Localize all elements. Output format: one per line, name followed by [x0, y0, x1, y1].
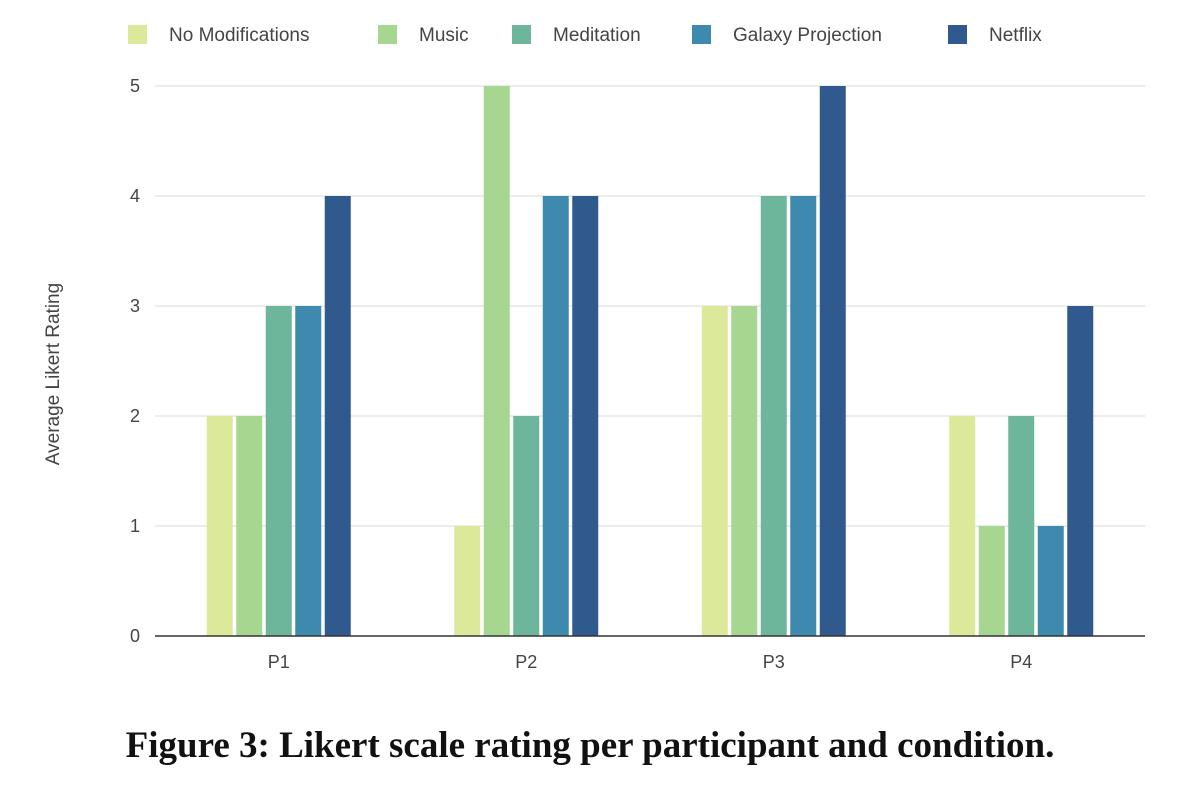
bar: [513, 416, 540, 636]
bar: [790, 196, 817, 636]
bar: [1008, 416, 1035, 636]
legend-swatch: [512, 25, 531, 44]
y-tick-label: 5: [130, 76, 140, 96]
legend-swatch: [948, 25, 967, 44]
legend-label: Netflix: [989, 25, 1042, 46]
legend-label: Meditation: [553, 25, 641, 46]
legend-label: Music: [419, 25, 469, 46]
y-axis-ticks: 0 1 2 3 4 5: [130, 76, 140, 646]
legend-swatch: [128, 25, 147, 44]
bar: [978, 526, 1005, 636]
y-tick-label: 2: [130, 406, 140, 426]
bar: [483, 86, 510, 636]
legend-swatch: [378, 25, 397, 44]
x-tick-label: P2: [515, 652, 537, 672]
y-tick-label: 1: [130, 516, 140, 536]
bar: [1067, 306, 1094, 636]
bar: [265, 306, 292, 636]
y-tick-label: 4: [130, 186, 140, 206]
legend: No Modifications Music Meditation Galaxy Pr…: [128, 25, 1042, 46]
y-tick-label: 0: [130, 626, 140, 646]
legend-label: No Modifications: [169, 25, 309, 46]
bar: [701, 306, 728, 636]
bar: [819, 86, 846, 636]
bar-chart: 0 1 2 3 4 5 P1 P2 P3 P4 No Modifications Music Med…: [43, 25, 1145, 672]
bar: [236, 416, 263, 636]
bar: [1037, 526, 1064, 636]
figure-caption: Figure 3: Likert scale rating per partic…: [125, 725, 1055, 766]
bar: [542, 196, 569, 636]
bar: [206, 416, 233, 636]
legend-swatch: [692, 25, 711, 44]
bar: [295, 306, 322, 636]
bar: [572, 196, 599, 636]
bars: [206, 86, 1094, 636]
x-tick-label: P4: [1010, 652, 1032, 672]
bar: [949, 416, 976, 636]
x-tick-label: P1: [268, 652, 290, 672]
x-tick-label: P3: [763, 652, 785, 672]
y-axis-label: Average Likert Rating: [43, 283, 64, 465]
bar: [731, 306, 758, 636]
y-tick-label: 3: [130, 296, 140, 316]
legend-label: Galaxy Projection: [733, 25, 882, 46]
bar: [760, 196, 787, 636]
bar: [324, 196, 351, 636]
x-axis-ticks: P1 P2 P3 P4: [268, 652, 1033, 672]
bar: [454, 526, 481, 636]
